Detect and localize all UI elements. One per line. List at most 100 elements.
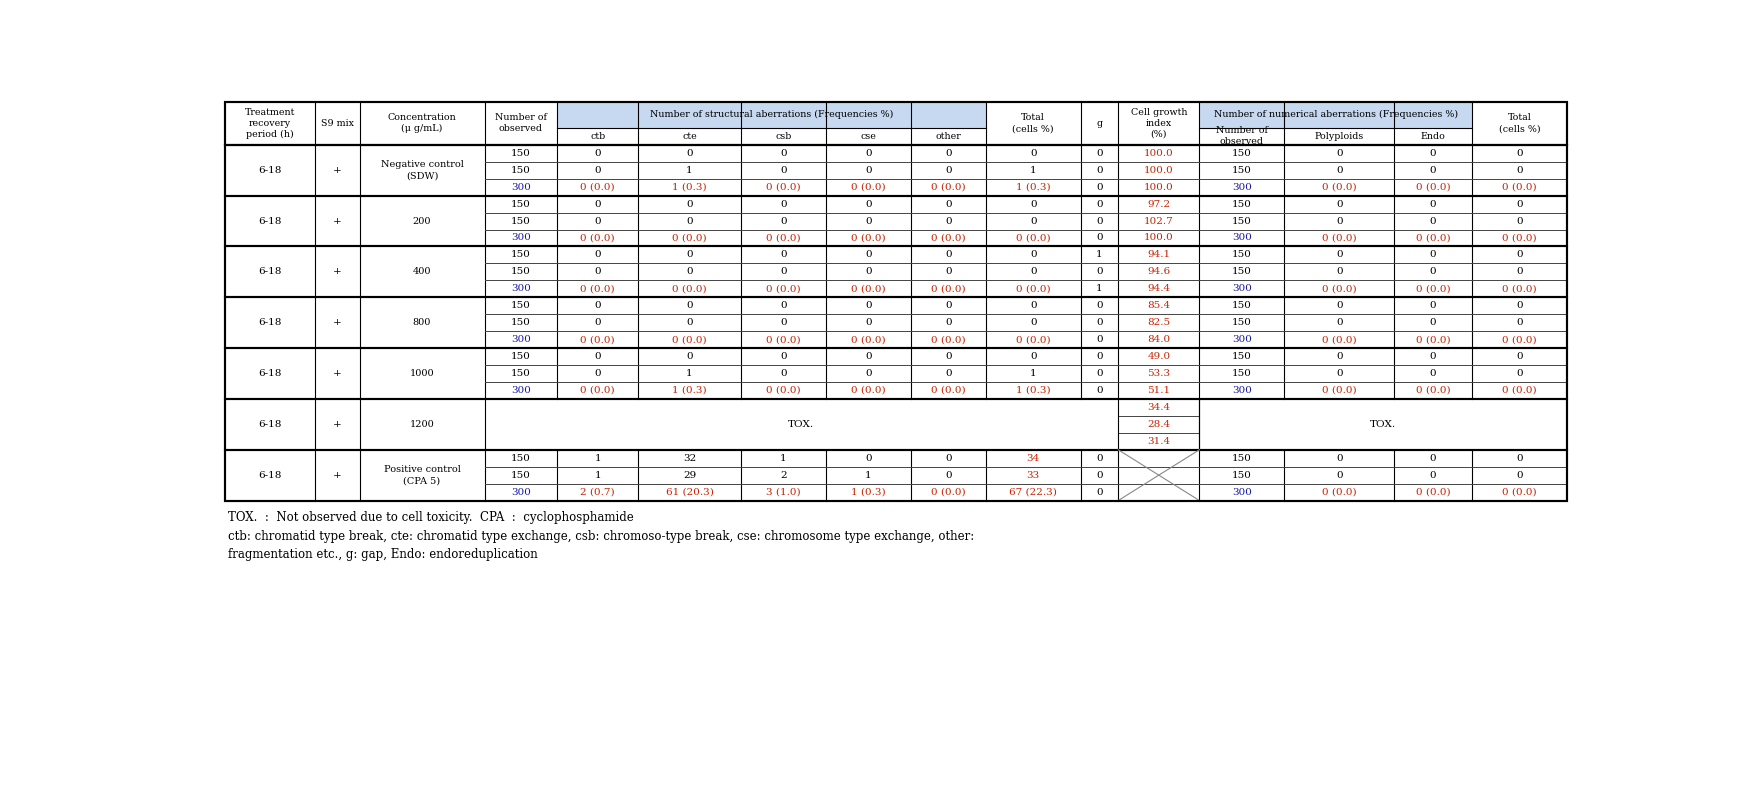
Text: 0: 0: [594, 251, 601, 260]
Text: 0: 0: [1516, 217, 1523, 226]
Text: 150: 150: [1232, 200, 1253, 209]
Text: 0 (0.0): 0 (0.0): [931, 183, 966, 192]
Text: 0: 0: [1336, 352, 1343, 361]
Text: other: other: [935, 132, 961, 141]
Text: 97.2: 97.2: [1148, 200, 1170, 209]
Text: 0: 0: [1336, 471, 1343, 480]
Text: 0: 0: [865, 369, 872, 378]
Text: 6-18: 6-18: [259, 420, 281, 429]
Text: 0: 0: [865, 251, 872, 260]
Text: Polyploids: Polyploids: [1315, 132, 1364, 141]
Text: 1: 1: [687, 369, 694, 378]
Text: fragmentation etc., g: gap, Endo: endoreduplication: fragmentation etc., g: gap, Endo: endore…: [227, 549, 538, 561]
Text: 0: 0: [865, 352, 872, 361]
Bar: [225, 102, 1567, 145]
Text: 0: 0: [1031, 217, 1036, 226]
Text: 150: 150: [1232, 301, 1253, 310]
Text: 0: 0: [1429, 251, 1436, 260]
Text: 150: 150: [510, 454, 531, 463]
Text: TOX.: TOX.: [1370, 420, 1396, 429]
Text: Number of numerical aberrations (Frequencies %): Number of numerical aberrations (Frequen…: [1214, 110, 1457, 120]
Text: 0: 0: [1031, 149, 1036, 158]
Text: 1: 1: [1095, 284, 1102, 294]
Text: 0: 0: [1095, 183, 1102, 192]
Text: 1 (0.3): 1 (0.3): [851, 488, 886, 497]
Text: S9 mix: S9 mix: [320, 119, 353, 128]
Text: 0 (0.0): 0 (0.0): [931, 335, 966, 344]
Text: 0 (0.0): 0 (0.0): [1502, 183, 1537, 192]
Text: 0: 0: [1095, 166, 1102, 175]
Text: 0: 0: [1336, 166, 1343, 175]
Text: 0: 0: [865, 166, 872, 175]
Text: 0: 0: [945, 454, 952, 463]
Text: 0: 0: [1429, 318, 1436, 327]
Text: 0: 0: [1516, 454, 1523, 463]
Text: 0: 0: [1429, 200, 1436, 209]
Text: Number of
observed: Number of observed: [1216, 126, 1268, 146]
Text: Total
(cells %): Total (cells %): [1499, 113, 1541, 133]
Text: +: +: [332, 267, 341, 277]
Text: 0: 0: [1336, 149, 1343, 158]
Text: 1200: 1200: [409, 420, 435, 429]
Text: 300: 300: [1232, 183, 1253, 192]
Text: 150: 150: [510, 166, 531, 175]
Text: 29: 29: [683, 471, 695, 480]
Text: Number of
observed: Number of observed: [494, 113, 547, 133]
Text: 0: 0: [779, 267, 786, 277]
Text: 1000: 1000: [411, 369, 435, 378]
Text: 0: 0: [1031, 352, 1036, 361]
Text: 150: 150: [510, 318, 531, 327]
Text: 0 (0.0): 0 (0.0): [765, 183, 800, 192]
Text: 0: 0: [1516, 251, 1523, 260]
Text: 0: 0: [1095, 301, 1102, 310]
Text: TOX.  :  Not observed due to cell toxicity.  CPA  :  cyclophosphamide: TOX. : Not observed due to cell toxicity…: [227, 511, 634, 524]
Text: 0 (0.0): 0 (0.0): [1322, 488, 1357, 497]
Text: 0: 0: [1095, 149, 1102, 158]
Text: 0: 0: [1095, 352, 1102, 361]
Text: 150: 150: [510, 369, 531, 378]
Text: 0: 0: [687, 217, 694, 226]
Text: 0 (0.0): 0 (0.0): [1502, 386, 1537, 395]
Text: 0: 0: [1336, 267, 1343, 277]
Text: 0 (0.0): 0 (0.0): [673, 335, 708, 344]
Text: 0 (0.0): 0 (0.0): [765, 386, 800, 395]
Text: 32: 32: [683, 454, 695, 463]
Text: 100.0: 100.0: [1144, 183, 1174, 192]
Text: 0: 0: [865, 267, 872, 277]
Text: cse: cse: [860, 132, 877, 141]
Text: 1: 1: [1031, 166, 1036, 175]
Text: 0: 0: [1336, 217, 1343, 226]
Text: 94.1: 94.1: [1148, 251, 1170, 260]
Text: 150: 150: [1232, 217, 1253, 226]
Text: 0: 0: [945, 352, 952, 361]
Text: 0: 0: [1429, 369, 1436, 378]
Text: TOX.: TOX.: [788, 420, 814, 429]
Text: 0 (0.0): 0 (0.0): [765, 234, 800, 243]
Text: 300: 300: [1232, 335, 1253, 344]
Text: 0 (0.0): 0 (0.0): [1415, 386, 1450, 395]
Text: 0: 0: [865, 318, 872, 327]
Text: +: +: [332, 166, 341, 175]
Text: 34.4: 34.4: [1148, 403, 1170, 412]
Text: 0: 0: [779, 369, 786, 378]
Text: 0 (0.0): 0 (0.0): [1017, 234, 1050, 243]
Text: 0: 0: [779, 352, 786, 361]
Text: 0: 0: [1095, 335, 1102, 344]
Text: 0: 0: [1516, 200, 1523, 209]
Text: 1: 1: [1095, 251, 1102, 260]
Text: 0: 0: [1031, 318, 1036, 327]
Text: 150: 150: [1232, 166, 1253, 175]
Text: 300: 300: [1232, 284, 1253, 294]
Text: ctb: chromatid type break, cte: chromatid type exchange, csb: chromoso-type brea: ctb: chromatid type break, cte: chromati…: [227, 530, 973, 543]
Text: 51.1: 51.1: [1148, 386, 1170, 395]
Text: 0: 0: [594, 149, 601, 158]
Text: 0: 0: [945, 318, 952, 327]
Text: 0 (0.0): 0 (0.0): [931, 488, 966, 497]
Bar: [225, 297, 1567, 348]
Text: +: +: [332, 420, 341, 429]
Text: 0: 0: [1429, 166, 1436, 175]
Text: 0: 0: [594, 352, 601, 361]
Text: 0: 0: [865, 200, 872, 209]
Text: 1: 1: [865, 471, 872, 480]
Text: 0: 0: [594, 166, 601, 175]
